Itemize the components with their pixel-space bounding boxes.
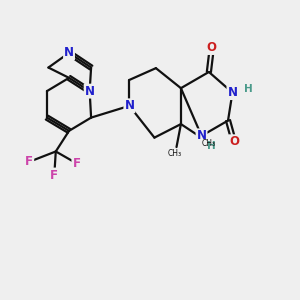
Text: N: N [124,99,134,112]
Text: N: N [227,86,237,99]
Text: F: F [25,155,33,168]
Text: F: F [72,157,80,170]
Text: H: H [207,141,216,151]
Text: O: O [207,41,217,54]
Text: H: H [244,84,252,94]
Text: N: N [196,129,206,142]
Text: O: O [229,135,239,148]
Text: F: F [50,169,58,182]
Text: CH₃: CH₃ [202,139,216,148]
Text: N: N [85,85,94,98]
Text: N: N [64,46,74,59]
Text: CH₃: CH₃ [168,149,182,158]
